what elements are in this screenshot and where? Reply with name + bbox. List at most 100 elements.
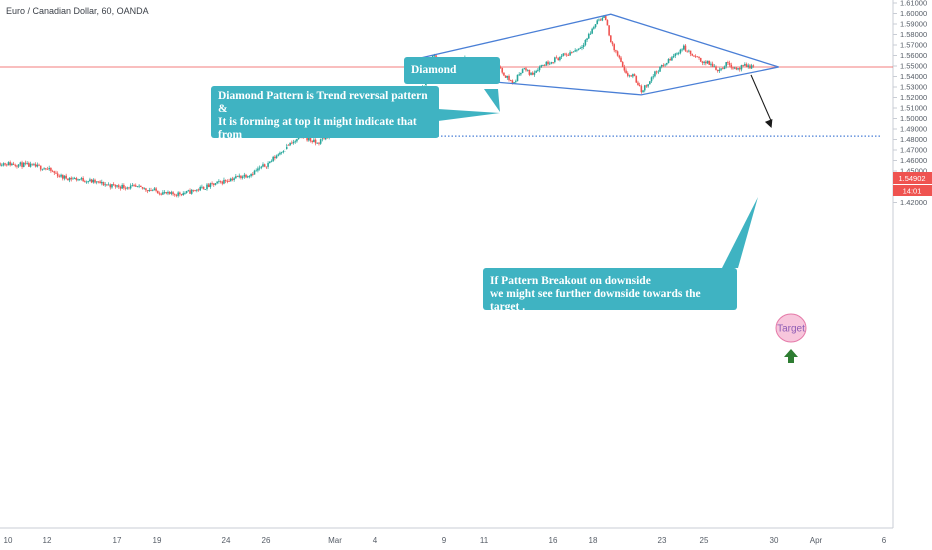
candle-body <box>153 188 156 191</box>
diamond-description-callout[interactable]: Diamond Pattern is Trend reversal patter… <box>211 86 439 167</box>
candle-body <box>224 179 227 182</box>
candle-body <box>587 34 590 39</box>
price-scale[interactable] <box>893 0 932 528</box>
candle-body <box>55 172 57 174</box>
y-tick-label: 1.53000 <box>900 83 927 92</box>
candle-body <box>294 141 297 143</box>
candle-body <box>677 53 680 54</box>
candle-body <box>674 53 677 56</box>
candle-body <box>112 184 115 185</box>
candle-body <box>630 75 632 77</box>
candle-body <box>650 77 653 82</box>
candle-body <box>160 193 162 195</box>
candle-body <box>732 67 734 69</box>
candle-body <box>525 68 527 71</box>
breakout-desc-line-1: If Pattern Breakout on downside <box>490 275 651 287</box>
candle-body <box>740 65 743 70</box>
y-tick-label: 1.58000 <box>900 30 927 39</box>
candle-body <box>250 174 252 177</box>
y-tick-label: 1.49000 <box>900 125 927 134</box>
y-tick-label: 1.57000 <box>900 41 927 50</box>
candle-body <box>618 55 621 58</box>
x-tick-label: 23 <box>658 536 667 545</box>
candle-body <box>158 193 161 195</box>
candle-body <box>728 62 731 65</box>
candle-body <box>672 55 675 58</box>
candle-body <box>559 56 561 61</box>
candle-body <box>657 71 660 73</box>
candle-body <box>660 65 663 67</box>
candle-body <box>267 163 269 167</box>
candle-body <box>148 189 151 192</box>
candle-body <box>649 81 651 85</box>
candle-body <box>318 142 320 144</box>
candle-body <box>90 179 93 183</box>
candle-body <box>733 67 736 69</box>
candle-body <box>547 61 549 65</box>
candle-body <box>554 57 556 63</box>
candle-body <box>226 181 229 182</box>
breakout-desc-pointer <box>722 197 758 268</box>
candle-body <box>136 186 139 187</box>
candle-body <box>297 137 300 140</box>
candle-body <box>291 142 293 144</box>
candle-body <box>141 186 144 189</box>
candle-body <box>16 165 18 167</box>
candle-body <box>735 67 738 70</box>
candle-body <box>243 174 246 177</box>
candle-body <box>314 139 317 144</box>
candle-body <box>21 162 23 167</box>
y-tick-label: 1.60000 <box>900 9 927 18</box>
candle-body <box>133 185 135 186</box>
candle-body <box>233 178 235 180</box>
candle-body <box>504 75 507 78</box>
candle-body <box>2 163 5 166</box>
x-tick-label: 25 <box>700 536 709 545</box>
candle-body <box>313 139 315 143</box>
breakout-description-callout[interactable]: If Pattern Breakout on downside we might… <box>483 268 737 313</box>
candle-body <box>270 160 273 162</box>
candle-body <box>138 185 140 187</box>
candle-body <box>623 66 626 71</box>
candle-body <box>699 57 702 62</box>
candle-body <box>65 175 67 179</box>
candle-body <box>150 189 152 191</box>
candle-body <box>744 64 746 66</box>
candle-body <box>99 181 101 184</box>
candle-body <box>114 184 117 187</box>
target-up-arrow-icon <box>784 349 798 363</box>
candle-body <box>134 185 137 187</box>
candle-body <box>190 189 193 194</box>
candle-body <box>742 65 744 66</box>
candle-body <box>156 190 159 194</box>
candle-body <box>296 139 298 142</box>
candle-body <box>209 183 212 188</box>
candle-body <box>548 63 551 65</box>
candle-body <box>87 181 90 182</box>
candle-body <box>145 188 147 191</box>
candle-body <box>72 178 74 180</box>
candle-body <box>307 137 310 141</box>
target-circle[interactable] <box>775 313 807 343</box>
candle-body <box>550 62 553 64</box>
y-tick-label: 1.51000 <box>900 104 927 113</box>
current-price-tag <box>893 172 932 184</box>
diamond-title-callout[interactable]: Diamond Pattern <box>404 57 500 95</box>
candle-body <box>95 181 98 183</box>
candle-body <box>593 27 595 29</box>
candle-body <box>545 61 548 66</box>
candle-body <box>574 50 576 52</box>
candle-body <box>182 193 185 195</box>
candle-body <box>689 50 692 55</box>
candle-body <box>60 174 62 177</box>
countdown-tag <box>893 185 932 196</box>
candle-body <box>662 65 665 66</box>
candle-body <box>219 180 222 182</box>
candle-body <box>63 175 66 179</box>
candle-body <box>255 170 258 172</box>
candle-body <box>238 175 241 177</box>
candle-body <box>625 70 627 74</box>
diamond-desc-line-1: Diamond Pattern is Trend reversal patter… <box>218 90 428 115</box>
diamond-desc-line-3: this point we may see more downside in p… <box>218 142 412 167</box>
